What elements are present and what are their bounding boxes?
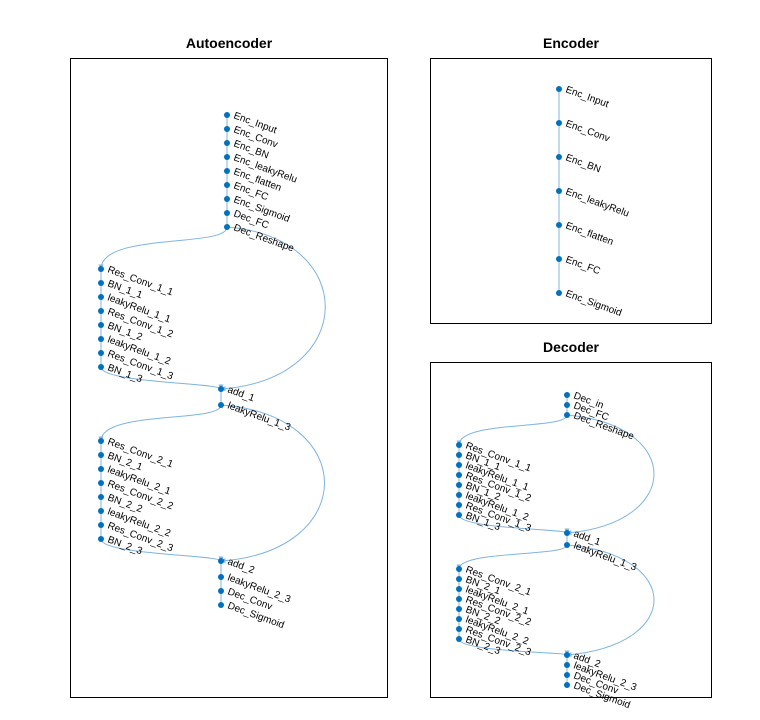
- graph-node: [98, 494, 104, 500]
- graph-node-label: leakyRelu_1_3: [572, 540, 638, 573]
- graph-node: [456, 502, 462, 508]
- graph-node: [98, 294, 104, 300]
- graph-node: [456, 636, 462, 642]
- graph-node: [456, 472, 462, 478]
- graph-node-label: leakyRelu_1_3: [226, 400, 292, 433]
- graph-node: [456, 512, 462, 518]
- graph-edge: [221, 405, 325, 561]
- graph-node-label: Enc_leakyRelu: [564, 186, 630, 219]
- graph-node: [98, 364, 104, 370]
- graph-edge: [459, 415, 567, 445]
- graph-node: [224, 112, 230, 118]
- graph-node: [98, 336, 104, 342]
- graph-node: [456, 616, 462, 622]
- autoencoder-panel: AutoencoderEnc_InputEnc_ConvEnc_BNEnc_le…: [70, 58, 388, 698]
- graph-node: [218, 402, 224, 408]
- graph-node: [98, 266, 104, 272]
- graph-node: [224, 126, 230, 132]
- graph-node: [564, 402, 570, 408]
- graph-node: [564, 530, 570, 536]
- graph-node-label: Enc_FC: [564, 254, 602, 277]
- graph-node: [456, 576, 462, 582]
- graph-node-label: Enc_flatten: [564, 220, 615, 247]
- graph-node: [556, 86, 562, 92]
- autoencoder-title: Autoencoder: [71, 35, 387, 51]
- graph-node-label: Enc_Conv: [564, 118, 611, 144]
- graph-node: [456, 596, 462, 602]
- graph-node: [224, 182, 230, 188]
- graph-node: [98, 322, 104, 328]
- graph-node: [564, 662, 570, 668]
- graph-node: [98, 480, 104, 486]
- graph-node: [218, 386, 224, 392]
- graph-node: [98, 438, 104, 444]
- graph-node: [564, 682, 570, 688]
- graph-node: [456, 606, 462, 612]
- graph-node-label: Enc_Sigmoid: [564, 288, 623, 318]
- graph-node: [556, 154, 562, 160]
- graph-node: [224, 140, 230, 146]
- graph-node: [556, 222, 562, 228]
- graph-node: [218, 602, 224, 608]
- graph-node-label: Enc_BN: [564, 152, 602, 175]
- graph-node: [224, 168, 230, 174]
- graph-node: [98, 452, 104, 458]
- graph-node: [556, 120, 562, 126]
- graph-node: [224, 224, 230, 230]
- graph-node: [456, 462, 462, 468]
- graph-node: [564, 652, 570, 658]
- graph-node: [456, 442, 462, 448]
- graph-node: [564, 542, 570, 548]
- graph-node-label: Enc_Input: [564, 84, 610, 110]
- graph-node: [98, 536, 104, 542]
- graph-node: [564, 412, 570, 418]
- graph-edge: [101, 405, 221, 441]
- decoder-title: Decoder: [431, 339, 711, 355]
- graph-node: [564, 672, 570, 678]
- graph-node: [98, 522, 104, 528]
- graph-node: [224, 154, 230, 160]
- encoder-title: Encoder: [431, 35, 711, 51]
- graph-node: [564, 392, 570, 398]
- graph-node: [456, 452, 462, 458]
- graph-node: [456, 492, 462, 498]
- graph-node: [98, 280, 104, 286]
- graph-node: [98, 308, 104, 314]
- decoder-panel: DecoderDec_inDec_FCDec_ReshapeRes_Conv_1…: [430, 362, 712, 698]
- graph-edge: [221, 227, 325, 389]
- graph-node: [456, 626, 462, 632]
- graph-node: [556, 290, 562, 296]
- graph-node: [98, 466, 104, 472]
- graph-node: [456, 586, 462, 592]
- graph-node: [218, 588, 224, 594]
- graph-edge: [101, 227, 227, 269]
- graph-node: [98, 350, 104, 356]
- graph-node: [218, 574, 224, 580]
- graph-node: [224, 210, 230, 216]
- graph-node: [456, 566, 462, 572]
- graph-node: [556, 256, 562, 262]
- graph-node: [556, 188, 562, 194]
- graph-edge: [459, 545, 567, 569]
- graph-node: [98, 508, 104, 514]
- graph-node: [218, 558, 224, 564]
- graph-node: [224, 196, 230, 202]
- encoder-panel: EncoderEnc_InputEnc_ConvEnc_BNEnc_leakyR…: [430, 58, 712, 324]
- graph-node: [456, 482, 462, 488]
